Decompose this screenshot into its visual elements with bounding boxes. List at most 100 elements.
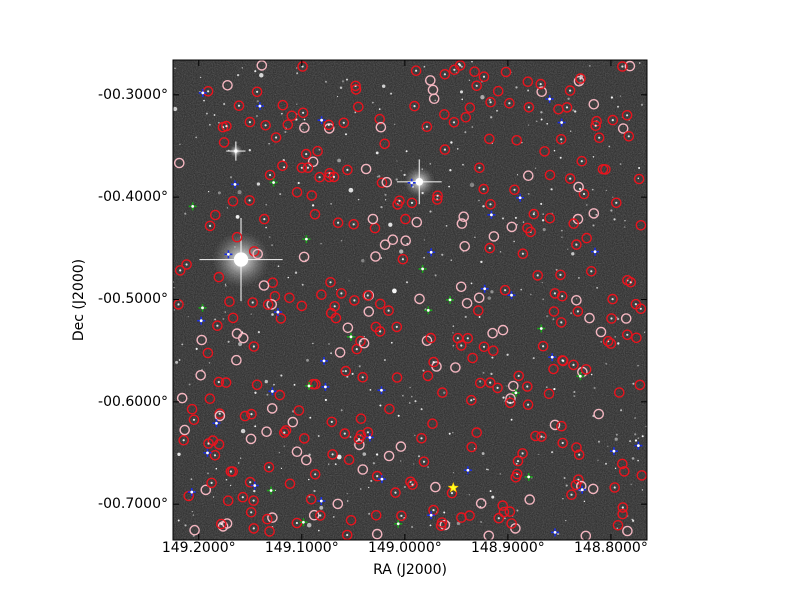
source-star xyxy=(475,84,478,87)
red-circle-marker xyxy=(464,102,476,113)
red-circle-marker xyxy=(612,520,624,531)
field-star xyxy=(227,340,230,343)
red-circle-marker xyxy=(471,80,483,92)
pink-circle-marker xyxy=(298,251,310,263)
source-star xyxy=(621,506,624,509)
red-circle-marker xyxy=(391,372,403,383)
red-circle-marker xyxy=(188,414,200,426)
source-star xyxy=(225,125,228,128)
field-star xyxy=(388,222,393,227)
field-star xyxy=(596,287,598,289)
pink-circle-marker xyxy=(427,84,439,96)
pink-circle-marker xyxy=(222,80,233,91)
blue-cross-marker xyxy=(548,353,557,362)
source-star xyxy=(460,344,463,347)
red-circle-marker xyxy=(202,347,214,359)
pink-circle-marker xyxy=(593,408,605,420)
field-star xyxy=(553,150,556,152)
field-star xyxy=(516,174,519,176)
red-circle-marker xyxy=(622,329,633,341)
source-star xyxy=(559,273,562,276)
field-star xyxy=(179,143,181,146)
field-star xyxy=(330,352,332,355)
red-circle-marker xyxy=(282,119,294,130)
blue-cross-marker xyxy=(480,284,489,293)
field-star xyxy=(330,202,333,205)
field-star xyxy=(462,164,464,166)
red-circle-marker xyxy=(578,188,590,200)
source-star xyxy=(470,399,473,402)
field-star xyxy=(281,112,283,115)
field-star xyxy=(177,519,180,522)
field-star xyxy=(456,148,459,150)
pink-circle-marker xyxy=(375,121,387,133)
field-star xyxy=(254,391,257,394)
red-circle-marker xyxy=(452,332,464,344)
red-circle-marker xyxy=(345,515,357,526)
blue-cross-marker xyxy=(578,485,587,494)
red-circle-marker xyxy=(280,425,292,436)
red-circle-marker xyxy=(248,341,260,352)
red-circle-marker xyxy=(621,110,633,121)
field-star xyxy=(384,193,387,196)
source-star xyxy=(207,90,210,93)
field-star xyxy=(318,529,320,532)
field-star xyxy=(429,163,431,165)
field-star xyxy=(296,67,298,69)
field-star xyxy=(527,89,530,92)
field-star xyxy=(590,373,593,376)
pink-circle-marker xyxy=(571,294,582,306)
field-star xyxy=(619,163,622,165)
field-star xyxy=(324,398,327,402)
red-circle-marker xyxy=(227,195,239,207)
blue-cross-marker xyxy=(551,528,560,537)
blue-cross-marker xyxy=(377,386,386,395)
blue-cross-marker xyxy=(463,466,472,475)
field-star xyxy=(411,395,413,398)
red-circle-marker xyxy=(362,290,374,301)
red-circle-marker xyxy=(469,66,480,77)
pink-circle-marker xyxy=(536,86,548,97)
source-star xyxy=(275,136,278,139)
field-star xyxy=(302,128,305,131)
red-circle-marker xyxy=(323,119,335,131)
field-star xyxy=(460,90,463,94)
field-star xyxy=(573,390,576,394)
field-star xyxy=(184,524,187,527)
red-circle-marker xyxy=(274,389,286,401)
field-star xyxy=(499,473,502,475)
field-star xyxy=(379,404,382,407)
red-circle-marker xyxy=(590,120,602,131)
field-star xyxy=(222,318,225,320)
blue-cross-marker xyxy=(634,441,643,450)
field-star xyxy=(317,435,320,437)
field-star xyxy=(334,463,337,466)
red-circle-marker xyxy=(383,305,394,316)
red-circle-marker xyxy=(222,495,234,507)
field-star xyxy=(400,460,402,462)
field-star xyxy=(488,98,491,102)
field-star xyxy=(268,236,271,238)
red-circle-marker xyxy=(631,332,642,344)
field-star xyxy=(422,369,425,372)
field-star xyxy=(235,215,240,219)
green-cross-marker xyxy=(302,235,311,244)
red-circle-marker xyxy=(264,169,276,181)
field-star xyxy=(481,452,485,455)
red-circle-marker xyxy=(556,290,568,302)
red-circle-marker xyxy=(277,160,288,172)
pink-circle-marker xyxy=(196,334,207,346)
field-star xyxy=(177,452,181,457)
field-star xyxy=(328,343,330,345)
field-star xyxy=(241,67,243,69)
source-star xyxy=(216,324,219,327)
source-star xyxy=(611,298,614,301)
blue-cross-marker xyxy=(212,419,221,428)
field-star xyxy=(614,467,617,469)
field-star xyxy=(311,204,315,207)
red-circle-marker xyxy=(409,100,420,112)
field-star xyxy=(552,318,555,321)
field-star xyxy=(399,249,404,254)
field-star xyxy=(349,436,352,438)
red-circle-marker xyxy=(625,276,637,288)
